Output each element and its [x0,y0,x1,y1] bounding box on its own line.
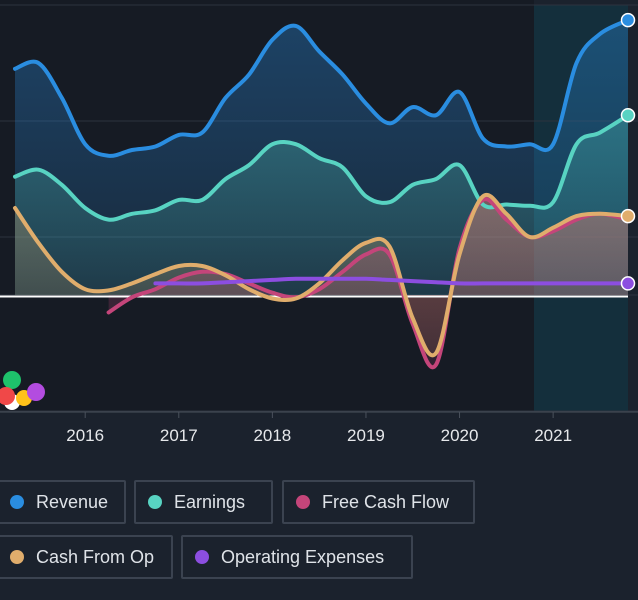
revenue-end-marker[interactable] [620,12,636,28]
legend-item-cash-from-op[interactable]: Cash From Op [0,535,173,579]
cash-from-op-end-marker[interactable] [620,208,636,224]
legend-item-free-cash-flow[interactable]: Free Cash Flow [282,480,475,524]
legend-item-operating-expenses[interactable]: Operating Expenses [181,535,413,579]
legend-dot-icon [10,495,24,509]
x-tick-label: 2016 [66,426,104,445]
event-marker[interactable] [3,371,21,389]
cash-from-op-line [13,192,630,358]
operating-expenses-end-marker[interactable] [620,276,636,291]
legend-dot-icon [148,495,162,509]
chart: 2016 2017 2018 2019 2020 2021 [0,4,638,445]
legend-label: Revenue [36,491,109,512]
legend-item-earnings[interactable]: Earnings [134,480,273,524]
legend-label: Operating Expenses [221,546,385,567]
x-tick-label: 2018 [253,426,291,445]
legend-label: Cash From Op [36,546,155,567]
cash-from-op-area [15,194,628,356]
x-tick-label: 2019 [347,426,385,445]
legend-label: Earnings [174,491,246,512]
series-lines [13,18,630,370]
event-marker[interactable] [0,387,15,405]
x-tick-label: 2017 [160,426,198,445]
legend-label: Free Cash Flow [322,491,450,512]
earnings-line [13,113,630,222]
operating-expenses-line [153,276,630,286]
x-axis-ticks: 2016 2017 2018 2019 2020 2021 [66,412,572,445]
x-tick-label: 2020 [441,426,479,445]
x-tick-label: 2021 [534,426,572,445]
legend-dot-icon [10,550,24,564]
legend-dot-icon [195,550,209,564]
legend-item-revenue[interactable]: Revenue [0,480,126,524]
event-markers[interactable] [0,371,45,410]
earnings-end-marker[interactable] [620,107,636,123]
end-markers [620,12,636,291]
event-marker[interactable] [27,383,45,401]
legend-dot-icon [296,495,310,509]
revenue-line [13,18,630,158]
